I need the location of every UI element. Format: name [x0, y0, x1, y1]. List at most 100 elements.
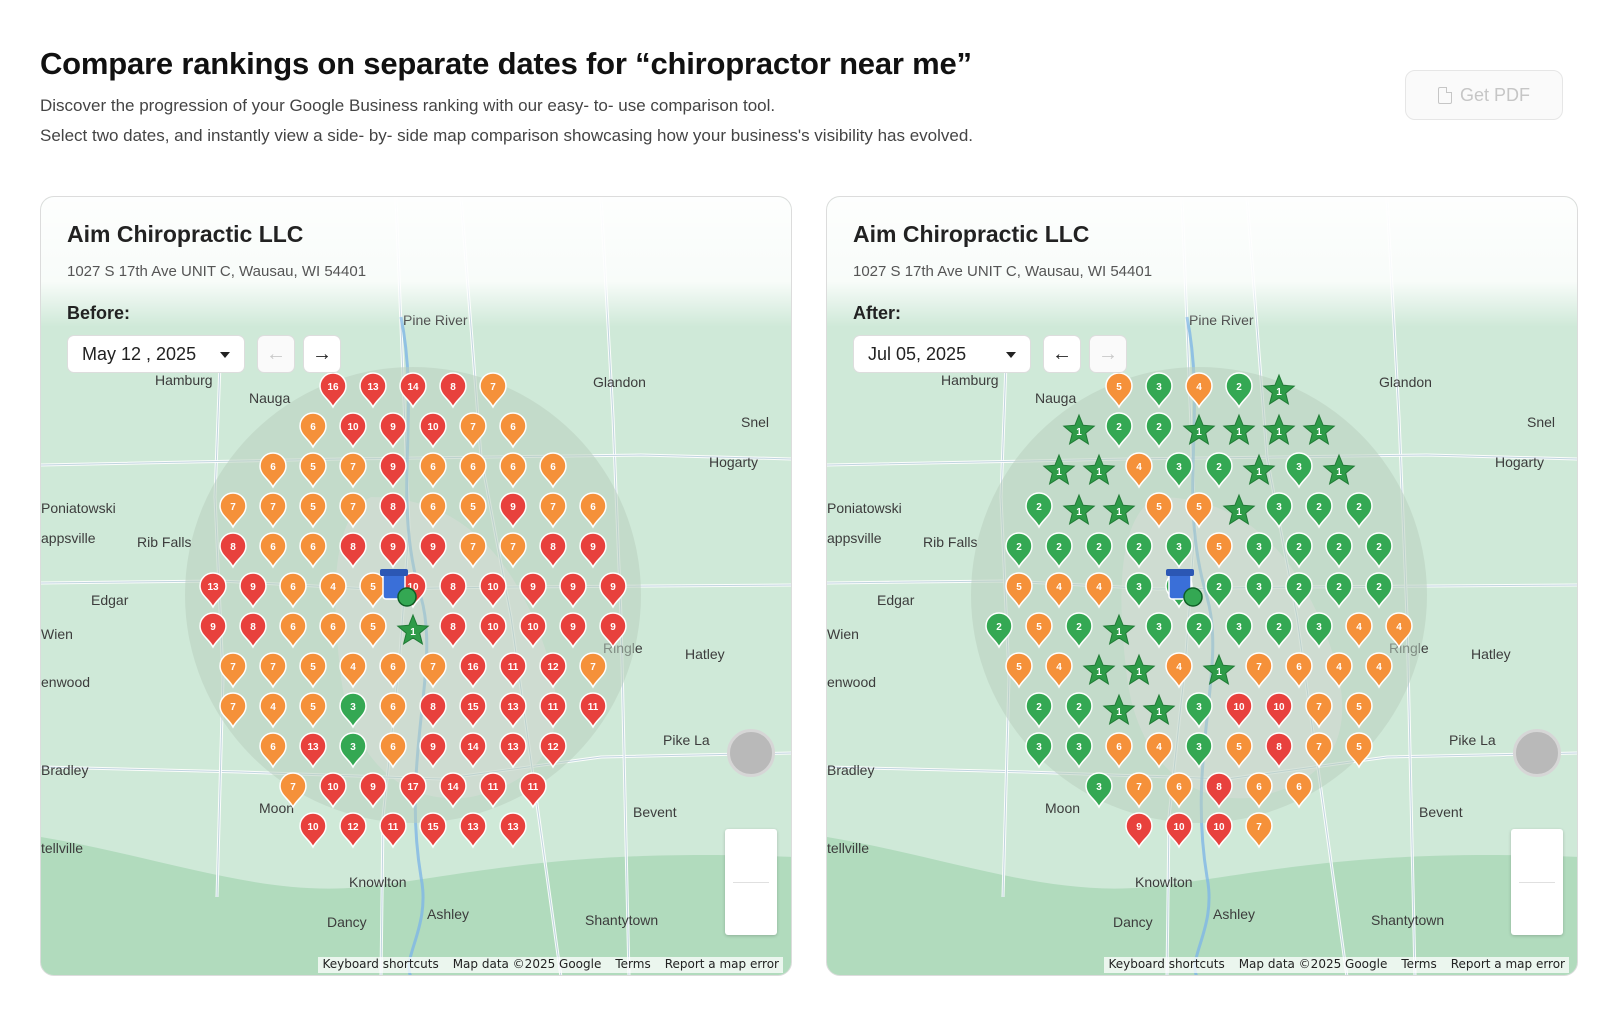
- rank-pin-marker[interactable]: 3: [1245, 532, 1273, 569]
- rank-pin-marker[interactable]: 7: [279, 772, 307, 809]
- rank-pin-marker[interactable]: 6: [1245, 772, 1273, 809]
- rank-pin-marker[interactable]: 9: [379, 412, 407, 449]
- rank-pin-marker[interactable]: 9: [379, 532, 407, 569]
- rank-pin-marker[interactable]: 3: [1185, 732, 1213, 769]
- rank-pin-marker[interactable]: 5: [359, 612, 387, 649]
- street-view-pegman-icon[interactable]: [727, 729, 775, 777]
- rank-pin-marker[interactable]: 6: [539, 452, 567, 489]
- rank-pin-marker[interactable]: 3: [1145, 372, 1173, 409]
- rank-pin-marker[interactable]: 2: [1045, 532, 1073, 569]
- rank-star-marker[interactable]: 1: [1142, 693, 1176, 725]
- rank-pin-marker[interactable]: 9: [419, 732, 447, 769]
- rank-pin-marker[interactable]: 3: [1165, 532, 1193, 569]
- rank-pin-marker[interactable]: 6: [419, 452, 447, 489]
- rank-pin-marker[interactable]: 4: [1185, 372, 1213, 409]
- rank-pin-marker[interactable]: 2: [985, 612, 1013, 649]
- rank-star-marker[interactable]: 1: [1082, 653, 1116, 685]
- rank-pin-marker[interactable]: 4: [1365, 652, 1393, 689]
- rank-pin-marker[interactable]: 10: [419, 412, 447, 449]
- rank-pin-marker[interactable]: 2: [1365, 532, 1393, 569]
- rank-star-marker[interactable]: 1: [1242, 453, 1276, 485]
- rank-pin-marker[interactable]: 6: [299, 412, 327, 449]
- rank-pin-marker[interactable]: 2: [1125, 532, 1153, 569]
- rank-pin-marker[interactable]: 2: [1225, 372, 1253, 409]
- rank-pin-marker[interactable]: 3: [1065, 732, 1093, 769]
- rank-pin-marker[interactable]: 11: [379, 812, 407, 849]
- rank-star-marker[interactable]: 1: [1042, 453, 1076, 485]
- rank-pin-marker[interactable]: 3: [1265, 492, 1293, 529]
- rank-pin-marker[interactable]: 10: [1225, 692, 1253, 729]
- rank-pin-marker[interactable]: 6: [579, 492, 607, 529]
- rank-pin-marker[interactable]: 14: [399, 372, 427, 409]
- rank-pin-marker[interactable]: 9: [599, 572, 627, 609]
- rank-pin-marker[interactable]: 7: [1245, 652, 1273, 689]
- after-map[interactable]: Pine River Hamburg Glandon Nauga Snel Hogarty…: [827, 197, 1578, 976]
- rank-pin-marker[interactable]: 8: [539, 532, 567, 569]
- rank-pin-marker[interactable]: 7: [219, 692, 247, 729]
- rank-pin-marker[interactable]: 7: [459, 532, 487, 569]
- rank-pin-marker[interactable]: 13: [359, 372, 387, 409]
- business-location-icon[interactable]: [1166, 569, 1203, 607]
- rank-pin-marker[interactable]: 7: [219, 652, 247, 689]
- rank-pin-marker[interactable]: 2: [1105, 412, 1133, 449]
- map-zoom-control[interactable]: [725, 829, 777, 935]
- rank-star-marker[interactable]: 1: [1302, 413, 1336, 445]
- rank-star-marker[interactable]: 1: [396, 613, 430, 645]
- rank-pin-marker[interactable]: 7: [1305, 692, 1333, 729]
- rank-pin-marker[interactable]: 8: [1265, 732, 1293, 769]
- rank-pin-marker[interactable]: 13: [299, 732, 327, 769]
- rank-pin-marker[interactable]: 11: [519, 772, 547, 809]
- rank-pin-marker[interactable]: 5: [459, 492, 487, 529]
- rank-pin-marker[interactable]: 4: [1045, 572, 1073, 609]
- rank-star-marker[interactable]: 1: [1102, 693, 1136, 725]
- rank-pin-marker[interactable]: 2: [1325, 532, 1353, 569]
- rank-pin-marker[interactable]: 7: [219, 492, 247, 529]
- rank-pin-marker[interactable]: 13: [499, 692, 527, 729]
- rank-pin-marker[interactable]: 14: [459, 732, 487, 769]
- rank-pin-marker[interactable]: 5: [1145, 492, 1173, 529]
- report-map-error-link[interactable]: Report a map error: [1450, 957, 1565, 971]
- rank-pin-marker[interactable]: 8: [339, 532, 367, 569]
- rank-pin-marker[interactable]: 6: [379, 652, 407, 689]
- rank-pin-marker[interactable]: 9: [599, 612, 627, 649]
- rank-pin-marker[interactable]: 10: [319, 772, 347, 809]
- rank-pin-marker[interactable]: 9: [419, 532, 447, 569]
- rank-pin-marker[interactable]: 9: [559, 572, 587, 609]
- get-pdf-button[interactable]: Get PDF: [1405, 70, 1563, 120]
- business-location-icon[interactable]: [380, 569, 417, 607]
- rank-pin-marker[interactable]: 10: [299, 812, 327, 849]
- rank-pin-marker[interactable]: 8: [419, 692, 447, 729]
- rank-pin-marker[interactable]: 2: [1185, 612, 1213, 649]
- keyboard-shortcuts-link[interactable]: Keyboard shortcuts: [1108, 957, 1225, 971]
- rank-pin-marker[interactable]: 2: [1325, 572, 1353, 609]
- rank-pin-marker[interactable]: 3: [339, 692, 367, 729]
- rank-pin-marker[interactable]: 5: [1005, 652, 1033, 689]
- terms-link[interactable]: Terms: [1401, 957, 1437, 971]
- rank-pin-marker[interactable]: 9: [519, 572, 547, 609]
- rank-pin-marker[interactable]: 2: [1085, 532, 1113, 569]
- rank-pin-marker[interactable]: 2: [1205, 452, 1233, 489]
- rank-star-marker[interactable]: 1: [1062, 493, 1096, 525]
- rank-pin-marker[interactable]: 3: [1145, 612, 1173, 649]
- rank-pin-marker[interactable]: 16: [459, 652, 487, 689]
- rank-pin-marker[interactable]: 6: [379, 732, 407, 769]
- rank-pin-marker[interactable]: 3: [1245, 572, 1273, 609]
- rank-pin-marker[interactable]: 7: [1125, 772, 1153, 809]
- rank-pin-marker[interactable]: 9: [379, 452, 407, 489]
- rank-pin-marker[interactable]: 8: [439, 372, 467, 409]
- rank-pin-marker[interactable]: 3: [1085, 772, 1113, 809]
- rank-pin-marker[interactable]: 6: [379, 692, 407, 729]
- rank-star-marker[interactable]: 1: [1262, 413, 1296, 445]
- rank-pin-marker[interactable]: 4: [1165, 652, 1193, 689]
- rank-pin-marker[interactable]: 9: [559, 612, 587, 649]
- rank-pin-marker[interactable]: 7: [339, 492, 367, 529]
- rank-pin-marker[interactable]: 3: [1125, 572, 1153, 609]
- rank-pin-marker[interactable]: 2: [1065, 612, 1093, 649]
- rank-pin-marker[interactable]: 13: [199, 572, 227, 609]
- rank-pin-marker[interactable]: 11: [579, 692, 607, 729]
- rank-star-marker[interactable]: 1: [1222, 493, 1256, 525]
- rank-pin-marker[interactable]: 15: [459, 692, 487, 729]
- rank-pin-marker[interactable]: 7: [499, 532, 527, 569]
- rank-star-marker[interactable]: 1: [1122, 653, 1156, 685]
- rank-pin-marker[interactable]: 10: [1265, 692, 1293, 729]
